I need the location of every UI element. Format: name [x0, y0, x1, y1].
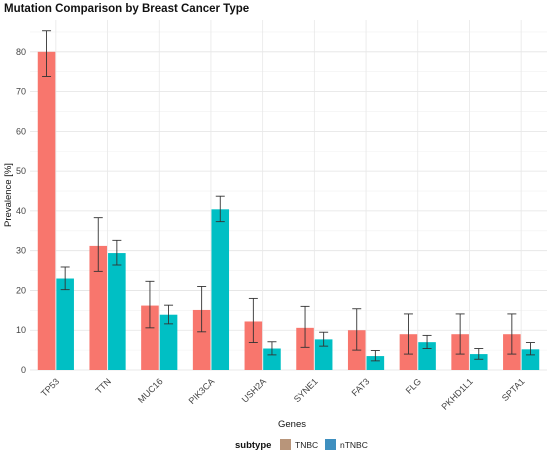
chart-title: Mutation Comparison by Breast Cancer Typ…: [4, 3, 249, 15]
x-axis-title: Genes: [278, 419, 306, 430]
bar-tnbc-tp53: [37, 51, 56, 371]
error-bar-tnbc-spta1: [507, 313, 517, 355]
error-bar-tnbc-ush2a: [248, 297, 258, 344]
y-tick-label: 50: [16, 166, 26, 176]
legend: subtype TNBC nTNBC: [235, 439, 368, 451]
x-tick-label: SPTA1: [500, 376, 527, 403]
x-tick-label: FLG: [404, 376, 423, 395]
error-bar-ntnbc-fat3: [370, 350, 380, 362]
y-tick-label: 20: [16, 285, 26, 295]
y-axis-title: Prevalence [%]: [3, 163, 14, 227]
x-tick-label: USH2A: [240, 376, 268, 404]
error-bar-tnbc-pkhd1l1: [455, 313, 465, 355]
error-bar-ntnbc-syne1: [319, 331, 329, 347]
error-bar-ntnbc-tp53: [60, 266, 70, 291]
error-bar-tnbc-syne1: [300, 305, 310, 348]
bar-tnbc-syne1: [296, 327, 314, 370]
bar-tnbc-ttn: [89, 245, 108, 370]
bar-ntnbc-ush2a: [263, 348, 281, 370]
error-bar-ntnbc-pik3ca: [215, 195, 225, 223]
y-tick-label: 60: [16, 126, 26, 136]
y-tick-label: 40: [16, 206, 26, 216]
x-tick-label: TTN: [94, 376, 113, 395]
y-tick-label: 0: [21, 365, 26, 375]
y-tick-labels: 0 10 20 30 40 50 60 70 80: [16, 47, 26, 375]
error-bars-layer: [42, 30, 535, 362]
x-tick-label: PKHD1L1: [439, 376, 474, 411]
bar-ntnbc-flg: [418, 342, 436, 370]
error-bar-tnbc-pik3ca: [197, 286, 207, 333]
error-bar-tnbc-muc16: [145, 280, 155, 329]
bar-ntnbc-ttn: [108, 253, 126, 370]
bar-ntnbc-syne1: [314, 339, 333, 370]
grid-lines: [30, 20, 547, 371]
y-tick-label: 10: [16, 325, 26, 335]
bar-ntnbc-muc16: [159, 314, 178, 370]
bar-ntnbc-pik3ca: [211, 209, 230, 370]
y-tick-label: 30: [16, 246, 26, 256]
legend-title: subtype: [235, 440, 271, 451]
bar-tnbc-ush2a: [244, 321, 263, 370]
bar-tnbc-muc16: [141, 305, 159, 370]
bar-ntnbc-fat3: [366, 356, 385, 370]
error-bar-ntnbc-ttn: [112, 239, 122, 266]
bar-ntnbc-pkhd1l1: [469, 354, 488, 370]
error-bar-ntnbc-ush2a: [267, 341, 277, 356]
x-tick-labels: TP53 TTN MUC16 PIK3CA USH2A SYNE1 FAT3 FLG PKHD1…: [39, 376, 527, 411]
error-bar-tnbc-flg: [403, 313, 413, 355]
x-tick-label: TP53: [39, 376, 61, 398]
error-bar-tnbc-tp53: [42, 30, 52, 77]
legend-label-ntnbc: nTNBC: [340, 440, 368, 450]
x-tick-label: FAT3: [350, 376, 372, 398]
error-bar-ntnbc-pkhd1l1: [474, 348, 484, 360]
error-bar-ntnbc-spta1: [525, 342, 535, 356]
x-tick-label: MUC16: [136, 376, 165, 405]
y-tick-label: 70: [16, 87, 26, 97]
legend-label-tnbc: TNBC: [295, 440, 318, 450]
y-tick-label: 80: [16, 47, 26, 57]
x-tick-label: SYNE1: [292, 376, 320, 404]
error-bar-tnbc-fat3: [352, 308, 362, 351]
x-tick-label: PIK3CA: [187, 376, 217, 406]
error-bar-ntnbc-flg: [422, 334, 432, 349]
bar-ntnbc-tp53: [56, 278, 74, 370]
error-bar-ntnbc-muc16: [164, 304, 174, 325]
bar-tnbc-pik3ca: [192, 309, 211, 370]
error-bar-tnbc-ttn: [93, 217, 103, 272]
legend-swatch-ntnbc: [325, 439, 336, 450]
legend-swatch-tnbc: [280, 439, 291, 450]
